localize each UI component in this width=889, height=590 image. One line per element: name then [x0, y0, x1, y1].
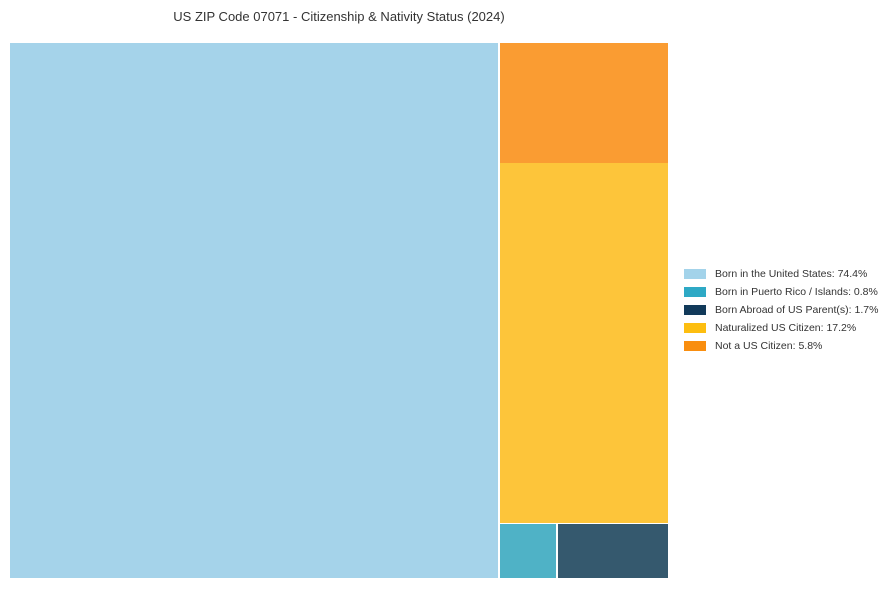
legend-item-label: Born in the United States: 74.4%: [715, 268, 868, 280]
legend-swatch-icon: [684, 323, 706, 333]
treemap-cell-born-abroad-of-us-parent-s[interactable]: [558, 524, 668, 578]
legend-item-label: Born Abroad of US Parent(s): 1.7%: [715, 304, 879, 316]
legend-swatch-icon: [684, 341, 706, 351]
legend: Born in the United States: 74.4% Born in …: [684, 265, 878, 355]
legend-swatch-icon: [684, 287, 706, 297]
legend-item-naturalized-us-citizen[interactable]: Naturalized US Citizen: 17.2%: [684, 319, 878, 337]
legend-item-label: Born in Puerto Rico / Islands: 0.8%: [715, 286, 878, 298]
legend-item-not-a-us-citizen[interactable]: Not a US Citizen: 5.8%: [684, 337, 878, 355]
legend-item-born-abroad-of-us-parent-s[interactable]: Born Abroad of US Parent(s): 1.7%: [684, 301, 878, 319]
treemap-cell-born-in-puerto-rico-islands[interactable]: [500, 524, 556, 578]
legend-item-label: Not a US Citizen: 5.8%: [715, 340, 823, 352]
treemap-cell-not-a-us-citizen[interactable]: [500, 43, 668, 163]
treemap-cell-born-in-the-united-states[interactable]: [10, 43, 498, 578]
legend-swatch-icon: [684, 269, 706, 279]
treemap-cell-naturalized-us-citizen[interactable]: [500, 163, 668, 523]
legend-item-born-in-puerto-rico-islands[interactable]: Born in Puerto Rico / Islands: 0.8%: [684, 283, 878, 301]
treemap-plot: [10, 43, 668, 578]
legend-swatch-icon: [684, 305, 706, 315]
chart-title: US ZIP Code 07071 - Citizenship & Nativi…: [173, 9, 505, 24]
legend-item-label: Naturalized US Citizen: 17.2%: [715, 322, 857, 334]
legend-item-born-in-the-united-states[interactable]: Born in the United States: 74.4%: [684, 265, 878, 283]
